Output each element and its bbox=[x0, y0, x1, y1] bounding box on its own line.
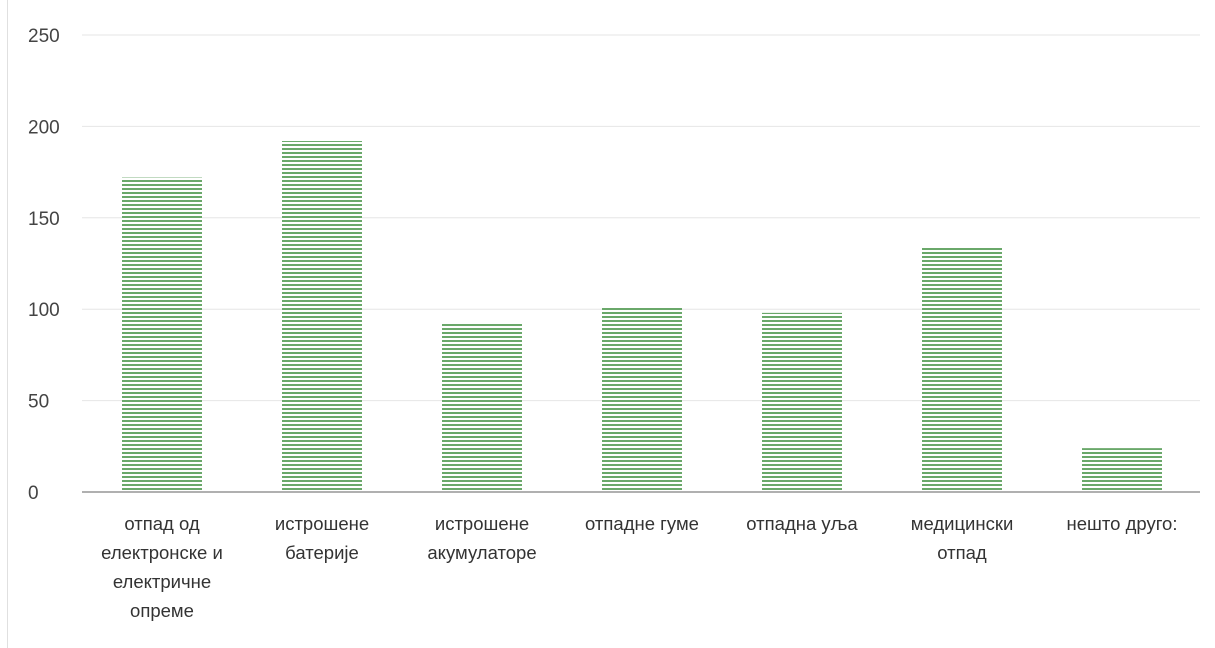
x-tick-label: медицински отпад bbox=[911, 513, 1014, 563]
bar bbox=[1082, 448, 1162, 492]
x-axis-tick-labels: отпад од електронске и електричне опреме ист… bbox=[101, 513, 1177, 621]
y-tick-label: 50 bbox=[28, 392, 49, 413]
y-tick-label: 250 bbox=[28, 26, 60, 47]
bar bbox=[442, 323, 522, 492]
bar bbox=[922, 247, 1002, 492]
bars bbox=[122, 141, 1162, 493]
x-tick-label: отпадне гуме bbox=[585, 513, 699, 534]
y-tick-label: 200 bbox=[28, 117, 60, 138]
x-tick-label: отпад од електронске и електричне опреме bbox=[101, 513, 223, 621]
bar bbox=[282, 141, 362, 493]
y-tick-label: 100 bbox=[28, 300, 60, 321]
y-tick-label: 0 bbox=[28, 483, 39, 504]
bar bbox=[602, 307, 682, 492]
y-axis-tick-labels: 0 50 100 150 200 250 bbox=[28, 26, 60, 504]
bar bbox=[122, 177, 202, 493]
chart-frame bbox=[7, 0, 1215, 648]
x-tick-label: истрошене батерије bbox=[275, 513, 369, 563]
y-tick-label: 150 bbox=[28, 209, 60, 230]
x-tick-label: нешто друго: bbox=[1067, 513, 1178, 534]
bar bbox=[762, 312, 842, 492]
x-tick-label: отпадна уља bbox=[746, 513, 858, 534]
x-tick-label: истрошене акумулаторе bbox=[427, 513, 536, 563]
